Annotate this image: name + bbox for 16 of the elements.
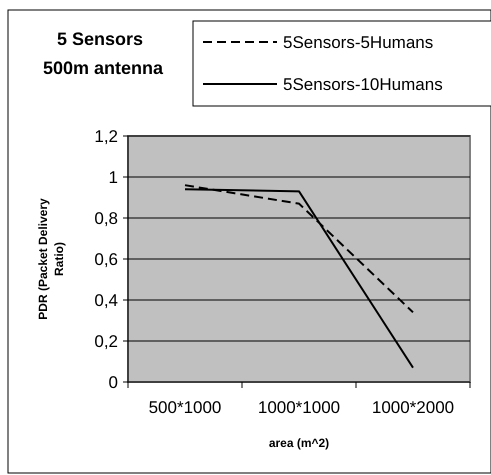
x-tick-label: 1000*1000 <box>258 398 340 417</box>
x-tick-label: 500*1000 <box>148 398 222 417</box>
y-tick-label: 0,6 <box>94 250 118 269</box>
chart-subtitle: 500m antenna <box>42 58 164 78</box>
y-tick-label: 0,2 <box>94 332 118 351</box>
y-tick-label: 0 <box>108 372 118 392</box>
y-tick-label: 0,4 <box>94 290 118 310</box>
legend-label: 5Sensors-10Humans <box>283 74 443 94</box>
y-tick-label: 0,8 <box>94 208 118 228</box>
x-axis-title: area (m^2) <box>268 436 330 450</box>
y-tick-label: 1 <box>108 168 118 187</box>
y-tick-label: 1,2 <box>94 126 118 146</box>
legend-label: 5Sensors-5Humans <box>283 32 434 52</box>
y-axis-title: PDR (Packet Delivery Ratio) <box>36 198 66 320</box>
x-tick-label: 1000*2000 <box>372 398 454 417</box>
chart-title: 5 Sensors <box>56 29 144 49</box>
